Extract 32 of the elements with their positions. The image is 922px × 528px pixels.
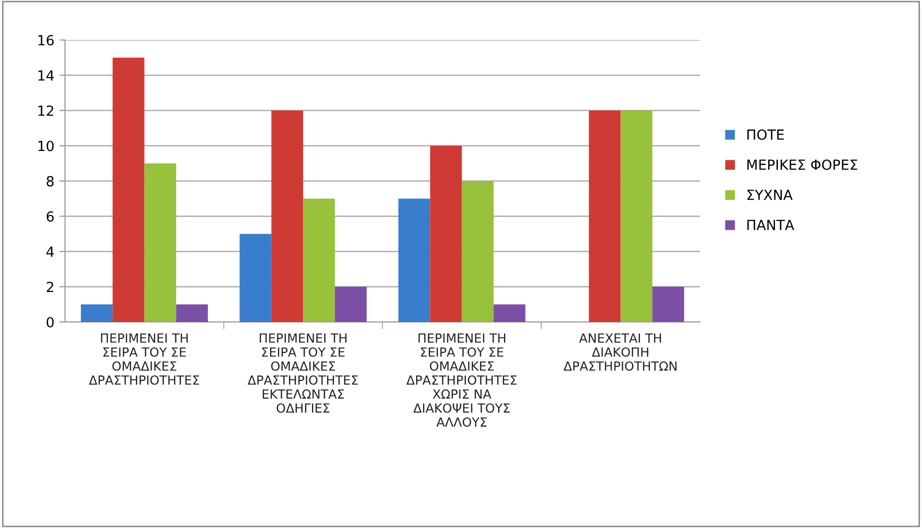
bar: [303, 198, 335, 322]
bar: [271, 110, 304, 322]
legend-label: ΠΟΤΕ: [747, 129, 784, 140]
bar: [462, 181, 494, 322]
y-tick-label: 8: [46, 176, 54, 186]
bar: [652, 286, 684, 322]
y-tick-label: 14: [38, 70, 54, 81]
x-tick-label: ΠΕΡΙΜΕΝΕΙ ΤΗ ΣΕΙΡΑ ΤΟΥ ΣΕ ΟΜΑΔΙΚΕΣ ΔΡΑΣΤΗΡΙΟΤΗΤΕΣ ΕΚΤΕΛΩΝΤΑΣ ΟΔΗΓΙΕΣ: [248, 333, 358, 413]
bar: [112, 58, 144, 322]
bar: [334, 286, 367, 322]
bar: [588, 110, 621, 322]
x-tick-label: ΠΕΡΙΜΕΝΕΙ ΤΗ ΣΕΙΡΑ ΤΟΥ ΣΕ ΟΜΑΔΙΚΕΣ ΔΡΑΣΤΗΡΙΟΤΗΤΕΣ ΧΩΡΙΣ ΝΑ ΔΙΑΚΟΨΕΙ ΤΟΥΣ ΑΛΛΟΥΣ: [406, 333, 517, 427]
x-tick-label: ΠΕΡΙΜΕΝΕΙ ΤΗ ΣΕΙΡΑ ΤΟΥ ΣΕ ΟΜΑΔΙΚΕΣ ΔΡΑΣΤΗΡΙΟΤΗΤΕΣ: [88, 333, 200, 385]
bar: [430, 146, 462, 322]
legend-label: ΜΕΡΙΚΕΣ ΦΟΡΕΣ: [747, 159, 858, 170]
y-tick-label: 16: [38, 34, 54, 46]
y-tick-label: 6: [46, 211, 54, 222]
bar: [240, 234, 272, 322]
bar: [620, 110, 652, 322]
bar: [80, 304, 113, 322]
y-tick-label: 4: [46, 246, 54, 257]
bar: [144, 163, 176, 322]
x-tick-label: ΑΝΕΧΕΤΑΙ ΤΗ ΔΙΑΚΟΠΗ ΔΡΑΣΤΗΡΙΟΤΗΤΩΝ: [564, 333, 676, 371]
y-tick-label: 12: [38, 105, 54, 116]
y-tick-label: 2: [46, 282, 54, 292]
legend-label: ΣΥΧΝΑ: [747, 190, 793, 200]
legend-label: ΠΑΝΤΑ: [747, 220, 794, 230]
y-tick-label: 0: [46, 316, 54, 328]
bar: [176, 304, 208, 322]
bar: [494, 304, 526, 322]
y-tick-label: 10: [38, 140, 54, 152]
bar: [398, 198, 430, 322]
